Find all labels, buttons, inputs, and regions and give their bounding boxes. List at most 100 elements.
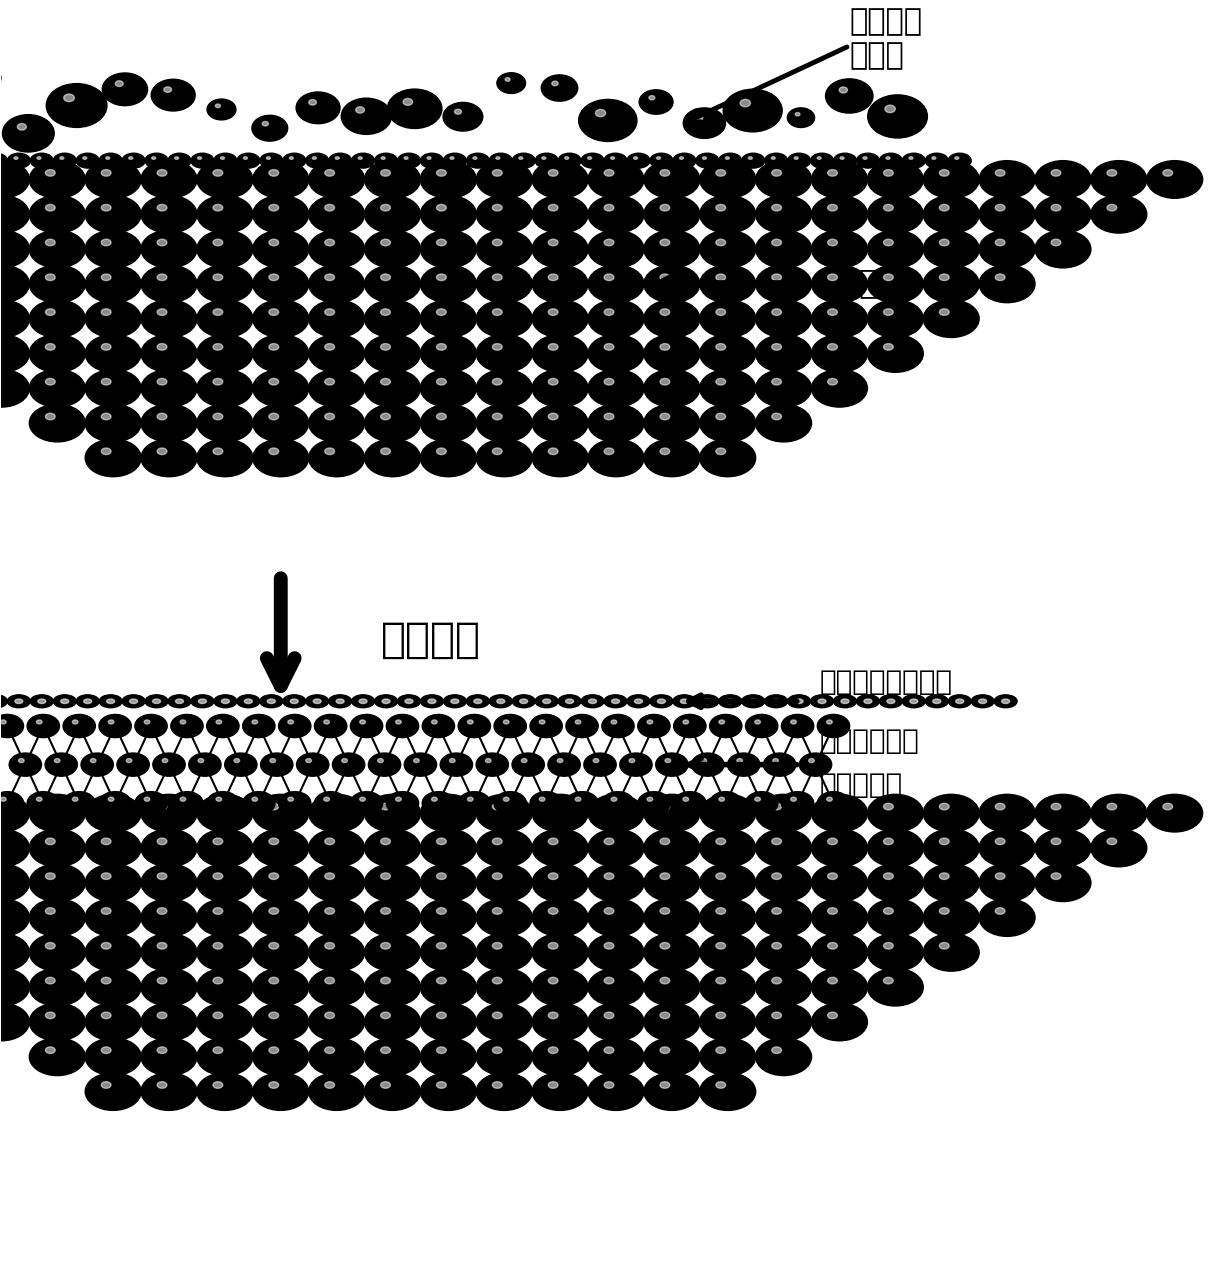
Ellipse shape <box>157 908 167 914</box>
Ellipse shape <box>756 899 811 936</box>
Ellipse shape <box>325 204 334 211</box>
Ellipse shape <box>699 864 756 902</box>
Ellipse shape <box>549 413 559 420</box>
Ellipse shape <box>611 798 616 801</box>
Ellipse shape <box>213 274 223 281</box>
Ellipse shape <box>492 204 502 211</box>
Ellipse shape <box>995 170 1004 177</box>
Ellipse shape <box>494 791 527 815</box>
Ellipse shape <box>828 942 838 949</box>
Ellipse shape <box>800 753 832 776</box>
Ellipse shape <box>420 154 443 168</box>
Ellipse shape <box>420 864 477 902</box>
Ellipse shape <box>932 698 941 704</box>
Ellipse shape <box>162 758 168 762</box>
Ellipse shape <box>18 758 24 762</box>
Ellipse shape <box>420 695 443 707</box>
Ellipse shape <box>197 335 252 372</box>
Ellipse shape <box>325 274 334 281</box>
Ellipse shape <box>45 170 55 177</box>
Ellipse shape <box>243 715 274 738</box>
Ellipse shape <box>467 695 489 707</box>
Ellipse shape <box>828 309 838 315</box>
Ellipse shape <box>197 933 252 972</box>
Ellipse shape <box>145 798 149 801</box>
Ellipse shape <box>122 154 145 168</box>
Ellipse shape <box>581 154 604 168</box>
Ellipse shape <box>436 448 446 455</box>
Text: （硒）: （硒） <box>849 42 904 71</box>
Ellipse shape <box>436 204 446 211</box>
Ellipse shape <box>387 89 442 128</box>
Ellipse shape <box>268 204 278 211</box>
Ellipse shape <box>115 81 124 86</box>
Ellipse shape <box>443 695 467 707</box>
Ellipse shape <box>883 204 893 211</box>
Ellipse shape <box>566 698 573 704</box>
Ellipse shape <box>268 978 278 984</box>
Ellipse shape <box>811 230 867 268</box>
Ellipse shape <box>180 798 186 801</box>
Ellipse shape <box>309 899 365 936</box>
Ellipse shape <box>141 230 197 268</box>
Ellipse shape <box>309 1003 365 1041</box>
Ellipse shape <box>699 933 756 972</box>
Ellipse shape <box>365 230 420 268</box>
Ellipse shape <box>644 196 699 234</box>
Ellipse shape <box>268 872 278 879</box>
Ellipse shape <box>45 803 55 810</box>
Ellipse shape <box>309 1073 365 1110</box>
Ellipse shape <box>157 1046 167 1054</box>
Ellipse shape <box>883 838 893 845</box>
Ellipse shape <box>213 908 223 914</box>
Ellipse shape <box>175 156 179 159</box>
Ellipse shape <box>170 715 203 738</box>
Ellipse shape <box>772 838 782 845</box>
Ellipse shape <box>932 156 936 159</box>
Ellipse shape <box>811 196 867 234</box>
Ellipse shape <box>86 794 141 832</box>
Ellipse shape <box>268 239 278 246</box>
Ellipse shape <box>940 274 949 281</box>
Ellipse shape <box>828 978 838 984</box>
Ellipse shape <box>152 156 156 159</box>
Ellipse shape <box>979 265 1035 302</box>
Ellipse shape <box>436 1082 446 1088</box>
Ellipse shape <box>532 160 588 198</box>
Ellipse shape <box>883 274 893 281</box>
Ellipse shape <box>86 933 141 972</box>
Ellipse shape <box>611 698 620 704</box>
Ellipse shape <box>244 156 247 159</box>
Ellipse shape <box>638 791 670 815</box>
Ellipse shape <box>29 1038 86 1076</box>
Ellipse shape <box>309 370 365 408</box>
Ellipse shape <box>102 908 111 914</box>
Ellipse shape <box>268 908 278 914</box>
Ellipse shape <box>644 160 699 198</box>
Ellipse shape <box>423 715 454 738</box>
Ellipse shape <box>141 300 197 338</box>
Ellipse shape <box>141 265 197 302</box>
Ellipse shape <box>719 798 724 801</box>
Ellipse shape <box>867 794 924 832</box>
Ellipse shape <box>420 404 477 442</box>
Ellipse shape <box>763 753 796 776</box>
Ellipse shape <box>309 794 365 832</box>
Ellipse shape <box>736 758 742 762</box>
Ellipse shape <box>450 758 456 762</box>
Ellipse shape <box>660 908 670 914</box>
Ellipse shape <box>0 968 29 1006</box>
Ellipse shape <box>1107 204 1117 211</box>
Ellipse shape <box>102 1046 111 1054</box>
Ellipse shape <box>979 160 1035 198</box>
Ellipse shape <box>141 160 197 198</box>
Ellipse shape <box>811 160 867 198</box>
Ellipse shape <box>790 798 796 801</box>
Ellipse shape <box>740 99 751 107</box>
Ellipse shape <box>381 838 391 845</box>
Ellipse shape <box>213 309 223 315</box>
Ellipse shape <box>660 942 670 949</box>
Ellipse shape <box>715 1082 725 1088</box>
Ellipse shape <box>108 720 114 724</box>
Ellipse shape <box>365 864 420 902</box>
